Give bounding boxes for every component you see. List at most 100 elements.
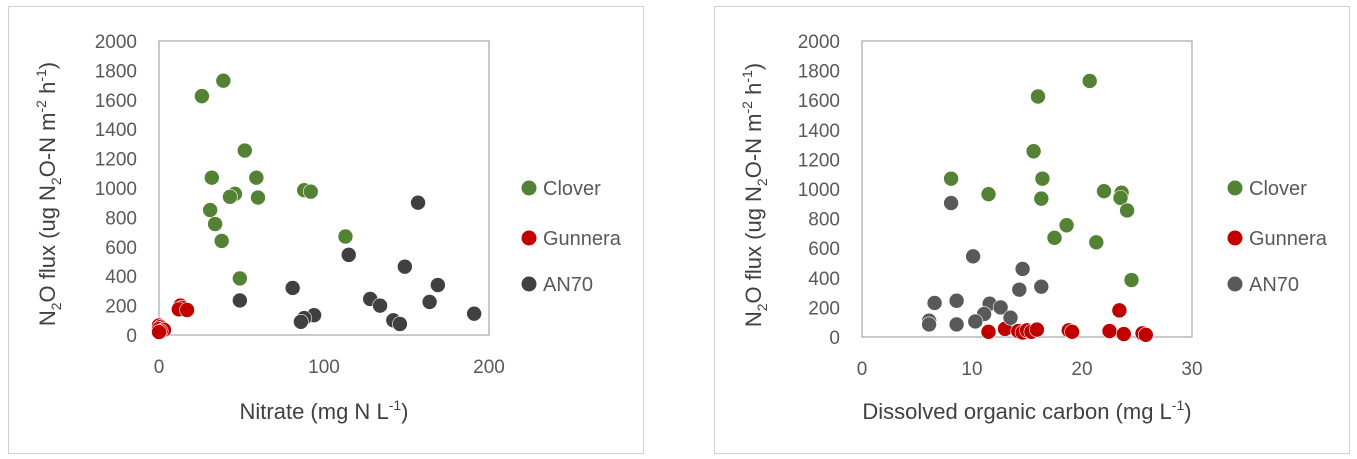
legend-marker [521,230,537,246]
y-tick-label: 400 [808,269,840,290]
x-tick-label: 0 [857,359,868,380]
data-point [204,169,220,186]
data-point [207,216,223,232]
y-tick-label: 1600 [798,91,840,112]
legend-marker [521,276,537,292]
data-point [232,270,248,287]
data-point [397,258,413,275]
y-tick-label: 1000 [95,179,137,200]
data-point [232,292,248,309]
y-tick-label: 400 [105,267,137,288]
y-tick-label: 0 [829,328,840,349]
legend-marker [1227,276,1243,292]
y-tick-label: 1000 [798,180,840,201]
data-point [340,247,357,263]
data-point [1033,278,1050,295]
data-point [202,202,218,218]
y-tick-label: 1400 [95,120,137,141]
y-tick-label: 1200 [798,150,840,171]
chart-panel-doc: 0 200 400 600 800 1000 1200 1400 1600 1800 2000 0 10… [714,6,1350,454]
data-point [237,142,253,159]
data-point [1119,202,1135,219]
data-point [1014,261,1031,277]
data-point [1002,309,1019,326]
legend-label: AN70 [543,274,593,296]
data-point [1101,323,1118,339]
data-point [151,324,167,340]
legend-label: Gunnera [543,228,622,250]
legend-label: Clover [1249,178,1307,200]
data-point [421,294,438,310]
data-point [948,316,965,333]
data-point [948,292,965,309]
data-point [980,186,997,202]
legend-label: Gunnera [1249,228,1328,250]
data-point [337,228,354,245]
x-axis-title: Nitrate (mg N L-1) [240,397,409,424]
y-tick-label: 2000 [95,32,137,53]
data-point [1111,302,1128,319]
data-point [215,72,232,89]
data-point [980,324,997,340]
data-point [222,189,238,205]
x-tick-label: 10 [961,359,982,380]
x-tick-label: 30 [1181,359,1202,380]
y-tick-label: 1800 [798,62,840,83]
y-tick-label: 1400 [798,121,840,142]
plot-area [861,40,1193,338]
legend-marker [1227,180,1243,196]
x-axis-title: Dissolved organic carbon (mg L-1) [862,397,1191,424]
chart-panel-nitrate: 0 200 400 600 800 1000 1200 1400 1600 1800 2000 0 10… [8,6,644,454]
y-tick-label: 600 [105,238,137,259]
data-point [179,302,195,318]
data-point [1034,170,1051,187]
data-point [1029,321,1045,338]
data-point [466,305,482,322]
y-tick-label: 800 [105,208,137,229]
data-point [392,316,408,332]
data-point [1123,272,1140,288]
legend-label: Clover [543,178,601,200]
y-tick-label: 0 [126,326,137,347]
data-point [194,88,210,104]
y-tick-label: 1200 [95,150,137,171]
series-an70 [232,194,482,332]
x-tick-label: 20 [1071,359,1092,380]
data-point [302,183,319,200]
data-point [250,189,266,206]
data-point [1088,234,1105,251]
data-point [967,313,984,330]
scatter-chart-doc: 0 200 400 600 800 1000 1200 1400 1600 1800 2000 0 10… [739,32,1328,424]
series-an70 [921,195,1050,333]
data-point [1115,326,1132,342]
data-point [1033,190,1050,207]
data-point [213,233,230,249]
data-point [1046,230,1063,246]
data-point [1058,217,1075,234]
legend-marker [521,180,537,196]
data-point [1064,324,1080,340]
data-point [248,169,265,186]
data-point [921,316,937,333]
y-axis-title: N2O flux (ug N2O-N m-2 h-1) [739,63,770,327]
data-point [1081,73,1098,89]
scatter-chart-nitrate: 0 200 400 600 800 1000 1200 1400 1600 1800 2000 0 10… [33,32,622,424]
x-tick-label: 200 [473,357,505,378]
y-tick-label: 200 [808,298,840,319]
data-point [1011,281,1028,298]
y-axis-title: N2O flux (ug N2O-N m-2 h-1) [33,62,64,326]
data-point [1137,326,1154,343]
data-point [926,295,943,311]
plot-area [158,40,490,336]
data-point [1096,183,1112,200]
data-point [1025,143,1042,160]
y-tick-label: 1600 [95,91,137,112]
data-point [372,297,388,314]
y-tick-label: 600 [808,239,840,260]
series-gunnera [980,302,1154,343]
data-point [943,195,959,211]
data-point [1112,190,1129,206]
data-point [430,277,446,293]
series-clover [943,73,1140,288]
data-point [284,280,301,296]
